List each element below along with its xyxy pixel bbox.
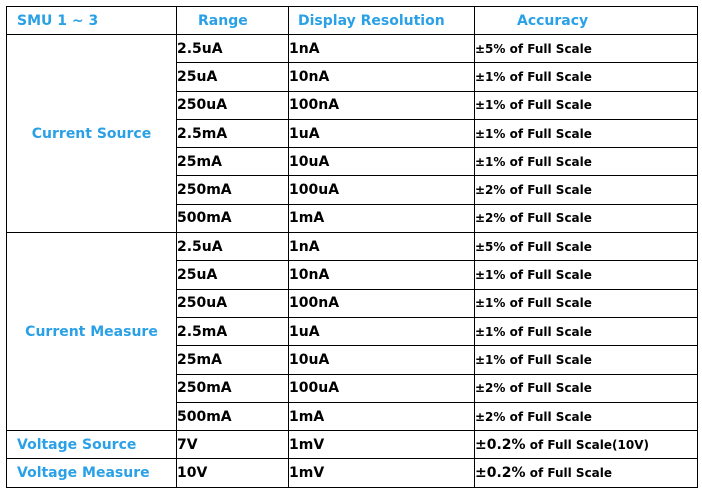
table-row: 250mA 100uA ±2% of Full Scale (7, 373, 698, 403)
header-row: SMU 1 ~ 3 Range Display Resolution Accur… (6, 6, 698, 35)
resolution-cell: 10nA (288, 62, 475, 92)
header-smu: SMU 1 ~ 3 (6, 6, 177, 35)
accuracy-cell: ±2% of Full Scale (474, 401, 698, 432)
resolution-cell: 1mV (288, 430, 475, 460)
accuracy-cell: ±2% of Full Scale (474, 373, 698, 403)
accuracy-cell: ±5% of Full Scale (474, 232, 698, 262)
range-cell: 500mA (176, 203, 289, 234)
accuracy-cell: ±1% of Full Scale (474, 288, 698, 318)
range-cell: 25mA (176, 345, 289, 375)
table-row: Voltage Measure 10V 1mV ±0.2% of Full Sc… (6, 458, 698, 488)
accuracy-scale: of Full Scale(10V) (525, 437, 649, 452)
table-row: 250uA 100nA ±1% of Full Scale (7, 90, 698, 120)
resolution-cell: 1mA (288, 203, 475, 234)
accuracy-cell: ±0.2% of Full Scale (474, 458, 698, 488)
range-cell: 2.5uA (176, 232, 289, 262)
accuracy-cell: ±5% of Full Scale (474, 33, 698, 64)
range-cell: 250uA (176, 90, 289, 120)
group-label-current-measure: Current Measure (6, 232, 177, 432)
table-row: Voltage Source 7V 1mV ±0.2% of Full Scal… (6, 430, 698, 460)
range-cell: 25mA (176, 147, 289, 177)
accuracy-cell: ±1% of Full Scale (474, 316, 698, 347)
resolution-cell: 10nA (288, 260, 475, 290)
table-row: 25uA 10nA ±1% of Full Scale (7, 62, 698, 92)
spec-table: SMU 1 ~ 3 Range Display Resolution Accur… (6, 6, 698, 488)
resolution-cell: 100nA (288, 90, 475, 120)
accuracy-value: ±0.2% (475, 465, 526, 482)
table-row: 2.5mA 1uA ±1% of Full Scale (7, 316, 698, 347)
range-cell: 250mA (176, 175, 289, 205)
accuracy-value: ±0.2% (475, 436, 526, 453)
range-cell: 2.5mA (176, 118, 289, 149)
resolution-cell: 1uA (288, 118, 475, 149)
table-row: 25mA 10uA ±1% of Full Scale (7, 147, 698, 177)
accuracy-cell: ±1% of Full Scale (474, 260, 698, 290)
accuracy-cell: ±1% of Full Scale (474, 90, 698, 120)
resolution-cell: 100uA (288, 373, 475, 403)
group-label-current-source: Current Source (6, 33, 177, 234)
accuracy-cell: ±1% of Full Scale (474, 62, 698, 92)
accuracy-cell: ±0.2% of Full Scale(10V) (474, 430, 698, 460)
range-cell: 250mA (176, 373, 289, 403)
header-display-resolution: Display Resolution (288, 6, 475, 35)
table-row: 25uA 10nA ±1% of Full Scale (7, 260, 698, 290)
accuracy-cell: ±1% of Full Scale (474, 118, 698, 149)
range-cell: 250uA (176, 288, 289, 318)
resolution-cell: 1mA (288, 401, 475, 432)
spec-table-body: Current Source 2.5uA 1nA ±5% of Full Sca… (6, 33, 698, 488)
table-row: 250mA 100uA ±2% of Full Scale (7, 175, 698, 205)
resolution-cell: 1nA (288, 33, 475, 64)
range-cell: 10V (176, 458, 289, 488)
table-row: 25mA 10uA ±1% of Full Scale (7, 345, 698, 375)
range-cell: 2.5mA (176, 316, 289, 347)
table-row: 500mA 1mA ±2% of Full Scale (7, 203, 698, 234)
resolution-cell: 10uA (288, 147, 475, 177)
group-label-voltage-measure: Voltage Measure (6, 458, 177, 488)
resolution-cell: 100uA (288, 175, 475, 205)
range-cell: 25uA (176, 260, 289, 290)
table-row: Current Measure 2.5uA 1nA ±5% of Full Sc… (6, 232, 698, 432)
header-accuracy: Accuracy (474, 6, 698, 35)
table-row: 250uA 100nA ±1% of Full Scale (7, 288, 698, 318)
table-row: 2.5mA 1uA ±1% of Full Scale (7, 118, 698, 149)
header-range: Range (176, 6, 289, 35)
accuracy-cell: ±2% of Full Scale (474, 175, 698, 205)
resolution-cell: 1uA (288, 316, 475, 347)
range-cell: 25uA (176, 62, 289, 92)
accuracy-cell: ±2% of Full Scale (474, 203, 698, 234)
accuracy-cell: ±1% of Full Scale (474, 147, 698, 177)
range-cell: 7V (176, 430, 289, 460)
resolution-cell: 1mV (288, 458, 475, 488)
resolution-cell: 10uA (288, 345, 475, 375)
accuracy-scale: of Full Scale (525, 466, 613, 481)
range-cell: 500mA (176, 401, 289, 432)
range-cell: 2.5uA (176, 33, 289, 64)
table-row: Current Source 2.5uA 1nA ±5% of Full Sca… (6, 33, 698, 234)
group-label-voltage-source: Voltage Source (6, 430, 177, 460)
resolution-cell: 1nA (288, 232, 475, 262)
accuracy-cell: ±1% of Full Scale (474, 345, 698, 375)
resolution-cell: 100nA (288, 288, 475, 318)
